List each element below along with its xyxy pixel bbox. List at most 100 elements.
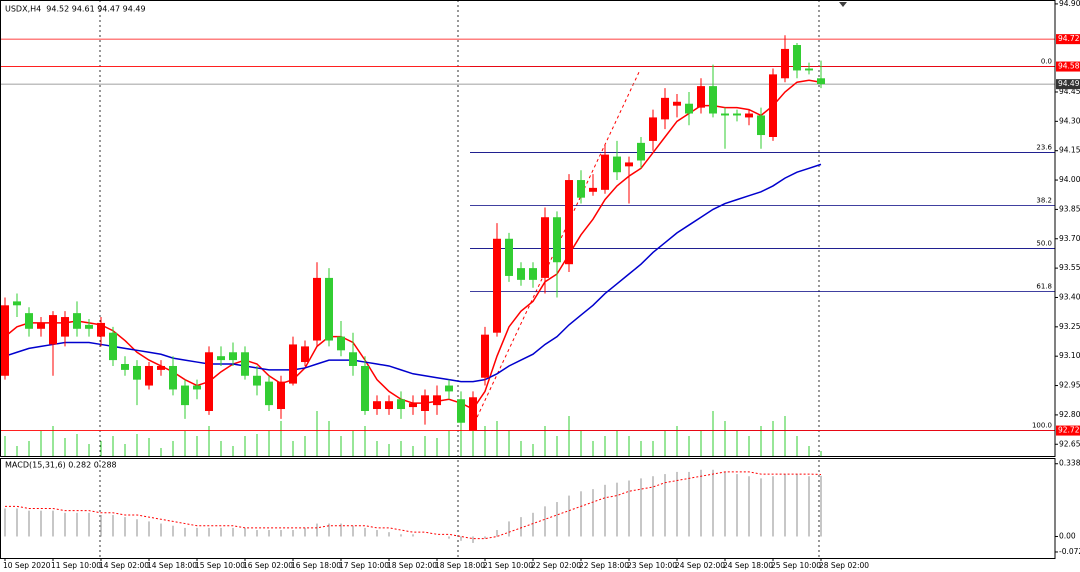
- candle-body: [289, 344, 297, 384]
- candle-body: [433, 395, 441, 406]
- candle-body: [469, 397, 477, 431]
- candle-body: [253, 375, 261, 386]
- candle-body: [517, 268, 525, 280]
- candle-body: [37, 322, 45, 329]
- candle-body: [397, 399, 405, 410]
- y-tick-label: 93.70: [1059, 234, 1080, 243]
- x-tick-label: 18 Sep 18:00: [435, 561, 485, 570]
- candle-body: [793, 45, 801, 71]
- candle-body: [421, 395, 429, 411]
- y-tick-label: 92.80: [1059, 410, 1080, 419]
- moving-average: [4, 163, 822, 383]
- candle-body: [493, 238, 501, 333]
- candle-body: [313, 277, 321, 341]
- candle-body: [505, 238, 513, 276]
- candle-body: [625, 162, 633, 167]
- candle-body: [193, 385, 201, 390]
- candle-body: [673, 101, 681, 106]
- candle-body: [733, 113, 741, 116]
- candle-body: [169, 365, 177, 390]
- y-tick-label: 94.45: [1059, 87, 1080, 96]
- x-tick-label: 16 Sep 18:00: [291, 561, 341, 570]
- candle-body: [373, 401, 381, 410]
- candle-body: [97, 322, 105, 337]
- candle-body: [541, 217, 549, 278]
- candle-body: [217, 356, 225, 361]
- fibo-label: 50.0: [1036, 240, 1052, 248]
- y-tick-label: 93.55: [1059, 263, 1080, 272]
- x-tick-label: 15 Sep 10:00: [195, 561, 245, 570]
- candle-body: [697, 86, 705, 108]
- candle-body: [133, 365, 141, 380]
- candle-body: [757, 115, 765, 136]
- fibo-label: 0.0: [1041, 58, 1052, 66]
- candle-body: [589, 187, 597, 192]
- x-tick-label: 14 Sep 02:00: [99, 561, 149, 570]
- candle-body: [745, 113, 753, 118]
- macd-pane-border: [0, 458, 1056, 559]
- candle-body: [769, 74, 777, 137]
- candle-body: [529, 268, 537, 280]
- macd-signal: [5, 471, 822, 540]
- y-tick-label: 93.85: [1059, 204, 1080, 213]
- x-tick-label: 11 Sep 10:00: [51, 561, 101, 570]
- candle-body: [325, 277, 333, 341]
- candle-body: [637, 142, 645, 161]
- candle-body: [781, 48, 789, 79]
- x-tick-label: 21 Sep 10:00: [483, 561, 533, 570]
- candle-body: [457, 399, 465, 423]
- x-tick-label: 17 Sep 10:00: [339, 561, 389, 570]
- y-tick-label: 93.40: [1059, 292, 1080, 301]
- fibo-label: 23.6: [1036, 143, 1052, 151]
- candle-body: [121, 364, 129, 370]
- candle-body: [361, 365, 369, 411]
- candle-body: [553, 217, 561, 263]
- fibo-label: 38.2: [1036, 197, 1052, 205]
- candle-body: [49, 315, 57, 345]
- candle-body: [685, 103, 693, 114]
- candle-body: [613, 156, 621, 173]
- candle-body: [181, 385, 189, 406]
- price-tag: [1056, 425, 1080, 436]
- y-tick-label: 92.95: [1059, 381, 1080, 390]
- candle-body: [73, 313, 81, 329]
- candle-body: [445, 385, 453, 392]
- price-tag-label: 94.49: [1058, 79, 1080, 88]
- x-tick-label: 16 Sep 02:00: [243, 561, 293, 570]
- candle-body: [601, 154, 609, 190]
- x-tick-label: 24 Sep 02:00: [675, 561, 725, 570]
- candle-body: [565, 180, 573, 265]
- chart-title: USDX,H4 94.52 94.61 94.47 94.49: [5, 5, 146, 14]
- x-tick-label: 22 Sep 18:00: [579, 561, 629, 570]
- y-tick-label: 94.15: [1059, 146, 1080, 155]
- candle-body: [277, 381, 285, 410]
- x-tick-label: 25 Sep 10:00: [771, 561, 821, 570]
- price-tag: [1056, 61, 1080, 72]
- candle-body: [721, 113, 729, 116]
- price-tag-label: 92.72: [1058, 426, 1080, 435]
- x-tick-label: 28 Sep 02:00: [819, 561, 869, 570]
- candle-body: [709, 86, 717, 114]
- x-tick-label: 14 Sep 18:00: [147, 561, 197, 570]
- price-tag: [1056, 79, 1080, 90]
- candle-body: [109, 332, 117, 361]
- candle-body: [817, 78, 825, 85]
- candle-body: [481, 334, 489, 378]
- y-tick-label: 94.00: [1059, 175, 1080, 184]
- y-tick-label: 93.10: [1059, 351, 1080, 360]
- candle-body: [13, 301, 21, 306]
- candle-body: [337, 336, 345, 351]
- price-tag-label: 94.58: [1058, 62, 1080, 71]
- candle-body: [805, 68, 813, 71]
- price-tag: [1056, 34, 1080, 45]
- candle-body: [661, 97, 669, 120]
- x-tick-label: 10 Sep 2020: [3, 561, 51, 570]
- candle-body: [385, 401, 393, 410]
- candle-body: [1, 305, 9, 376]
- candle-body: [241, 352, 249, 376]
- candle-body: [85, 324, 93, 329]
- fibo-label: 61.8: [1036, 283, 1052, 291]
- candle-body: [349, 352, 357, 366]
